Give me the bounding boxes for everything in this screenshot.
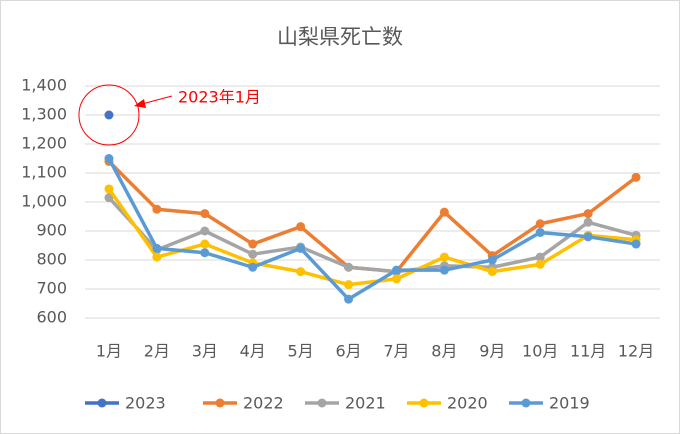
chart-title: 山梨県死亡数 bbox=[277, 25, 403, 49]
legend-label: 2020 bbox=[447, 394, 488, 413]
point bbox=[631, 239, 641, 249]
point bbox=[104, 193, 114, 203]
point bbox=[535, 219, 545, 229]
point bbox=[439, 207, 449, 217]
point bbox=[439, 252, 449, 262]
series-line bbox=[107, 187, 637, 287]
x-tick-label: 9月 bbox=[479, 342, 505, 361]
point bbox=[200, 239, 210, 249]
y-tick-label: 600 bbox=[36, 308, 67, 327]
annotation-circle bbox=[78, 84, 140, 146]
x-tick-label: 11月 bbox=[570, 342, 606, 361]
point bbox=[583, 232, 593, 242]
point bbox=[200, 248, 210, 258]
y-tick-label: 800 bbox=[36, 250, 67, 269]
x-tick-label: 12月 bbox=[618, 342, 654, 361]
y-tick-label: 1,400 bbox=[21, 76, 67, 95]
point bbox=[583, 217, 593, 227]
legend-label: 2022 bbox=[243, 394, 284, 413]
y-tick-label: 1,300 bbox=[21, 105, 67, 124]
point bbox=[344, 280, 354, 290]
point bbox=[487, 267, 497, 277]
series-line bbox=[107, 157, 637, 301]
legend-marker bbox=[521, 398, 531, 408]
point bbox=[487, 255, 497, 265]
point bbox=[391, 274, 401, 284]
x-tick-label: 7月 bbox=[383, 342, 409, 361]
legend-marker bbox=[215, 398, 225, 408]
x-tick-label: 2月 bbox=[144, 342, 170, 361]
point bbox=[200, 226, 210, 236]
legend-marker bbox=[419, 398, 429, 408]
point bbox=[296, 267, 306, 277]
point bbox=[391, 265, 401, 275]
x-tick-label: 4月 bbox=[240, 342, 266, 361]
y-tick-label: 1,100 bbox=[21, 163, 67, 182]
point bbox=[296, 243, 306, 253]
point bbox=[104, 184, 114, 194]
point bbox=[535, 252, 545, 262]
point bbox=[248, 262, 258, 272]
x-tick-label: 10月 bbox=[522, 342, 558, 361]
x-tick-label: 5月 bbox=[288, 342, 314, 361]
legend-label: 2023 bbox=[125, 394, 166, 413]
point bbox=[152, 252, 162, 262]
x-tick-label: 6月 bbox=[335, 342, 361, 361]
legend-label: 2021 bbox=[345, 394, 386, 413]
point bbox=[152, 243, 162, 253]
point bbox=[535, 259, 545, 269]
point bbox=[344, 294, 354, 304]
legend-marker bbox=[317, 398, 327, 408]
point bbox=[200, 209, 210, 219]
point bbox=[535, 227, 545, 237]
y-tick-label: 700 bbox=[36, 279, 67, 298]
x-tick-label: 3月 bbox=[192, 342, 218, 361]
y-tick-label: 900 bbox=[36, 221, 67, 240]
legend-marker bbox=[97, 398, 107, 408]
series-line bbox=[107, 196, 637, 274]
y-tick-label: 1,200 bbox=[21, 134, 67, 153]
point bbox=[344, 262, 354, 272]
point bbox=[248, 239, 258, 249]
point bbox=[248, 249, 258, 259]
point bbox=[439, 265, 449, 275]
point bbox=[104, 110, 114, 120]
x-tick-label: 8月 bbox=[431, 342, 457, 361]
point bbox=[296, 222, 306, 232]
point bbox=[152, 204, 162, 214]
legend-label: 2019 bbox=[549, 394, 590, 413]
annotation-arrowhead bbox=[134, 99, 146, 108]
annotation-arrow bbox=[141, 95, 173, 105]
point bbox=[631, 172, 641, 182]
annotation-label: 2023年1月 bbox=[178, 88, 261, 107]
y-tick-label: 1,000 bbox=[21, 192, 67, 211]
point bbox=[583, 209, 593, 219]
x-tick-label: 1月 bbox=[96, 342, 122, 361]
point bbox=[104, 154, 114, 163]
